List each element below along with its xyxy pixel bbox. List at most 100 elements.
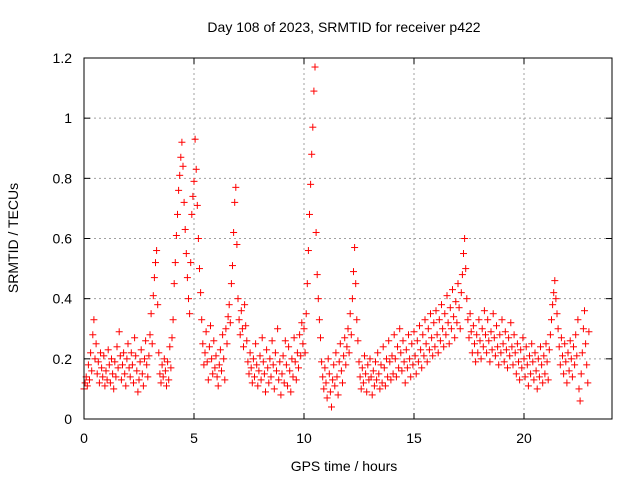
data-point: [453, 319, 461, 327]
data-point: [311, 63, 319, 71]
data-point: [443, 292, 451, 300]
data-point: [408, 340, 416, 348]
data-point: [94, 358, 102, 366]
data-point: [169, 316, 177, 324]
data-point: [332, 349, 340, 357]
data-point: [147, 310, 155, 318]
data-point: [357, 385, 365, 393]
data-point: [245, 370, 253, 378]
data-point: [284, 382, 291, 390]
data-point: [515, 358, 522, 366]
data-point: [298, 319, 306, 327]
data-point: [422, 340, 430, 348]
data-point: [463, 295, 471, 303]
data-point: [303, 280, 311, 288]
data-point: [450, 313, 458, 321]
data-point: [427, 310, 434, 318]
data-point: [174, 210, 181, 218]
data-point: [473, 331, 481, 339]
data-point: [317, 334, 324, 342]
data-point: [498, 316, 506, 324]
data-point: [432, 307, 440, 315]
data-point: [152, 259, 159, 267]
data-point: [495, 361, 503, 369]
data-point: [479, 343, 487, 351]
data-point: [409, 361, 417, 369]
data-point: [511, 349, 519, 357]
data-point: [252, 340, 260, 348]
data-point: [219, 331, 227, 339]
data-point: [287, 388, 295, 396]
data-point: [471, 340, 478, 348]
data-point: [370, 382, 378, 390]
data-point: [113, 343, 121, 351]
data-point: [575, 385, 583, 393]
data-point: [518, 364, 526, 372]
data-point: [457, 289, 465, 297]
data-point: [524, 382, 532, 390]
y-axis-label: SRMTID / TECUs: [5, 183, 21, 293]
data-point: [191, 135, 199, 143]
data-point: [232, 183, 240, 191]
data-point: [197, 289, 205, 297]
data-point: [585, 328, 593, 336]
data-point: [133, 367, 141, 375]
data-point: [442, 331, 450, 339]
data-point: [111, 358, 119, 366]
data-point: [512, 370, 520, 378]
data-point: [109, 370, 117, 378]
data-point: [482, 331, 489, 339]
data-point: [218, 367, 225, 375]
data-point: [484, 316, 492, 324]
data-point: [418, 364, 426, 372]
data-point: [108, 355, 115, 363]
data-point: [557, 334, 565, 342]
data-point: [523, 361, 531, 369]
data-point: [379, 343, 387, 351]
data-point: [538, 361, 546, 369]
data-point: [160, 355, 168, 363]
data-point: [258, 334, 266, 342]
data-point: [84, 361, 92, 369]
data-point: [346, 310, 354, 318]
data-point: [290, 334, 298, 342]
data-point: [384, 373, 392, 381]
data-point: [526, 352, 533, 360]
data-point: [282, 361, 290, 369]
data-point: [520, 355, 528, 363]
data-point: [144, 373, 152, 381]
data-point: [123, 355, 131, 363]
data-point: [312, 228, 320, 236]
data-point: [182, 250, 190, 258]
data-point: [472, 358, 480, 366]
data-point: [530, 376, 538, 384]
data-point: [300, 325, 308, 333]
data-point: [407, 373, 415, 381]
axis-ticks: 0 0.2 0.4 0.6 0.8 1 1.2 0 5 10 15 20: [53, 50, 612, 446]
data-point: [395, 364, 403, 372]
data-point: [97, 349, 104, 357]
data-point: [446, 304, 454, 312]
data-point: [90, 316, 98, 324]
data-point: [201, 349, 209, 357]
data-point: [257, 376, 265, 384]
data-point: [308, 150, 316, 158]
data-point: [145, 352, 153, 360]
data-point: [419, 331, 427, 339]
data-point: [527, 370, 535, 378]
data-point: [136, 358, 144, 366]
data-point: [532, 367, 540, 375]
data-point: [89, 331, 97, 339]
data-point: [452, 298, 460, 306]
data-point: [476, 337, 484, 345]
data-point: [234, 295, 242, 303]
data-point: [139, 382, 147, 390]
data-point: [321, 364, 329, 372]
data-point: [161, 367, 169, 375]
data-point: [485, 337, 493, 345]
data-point: [397, 349, 405, 357]
data-point: [374, 349, 382, 357]
data-point: [91, 355, 99, 363]
data-point: [194, 235, 202, 242]
data-point: [216, 346, 224, 354]
